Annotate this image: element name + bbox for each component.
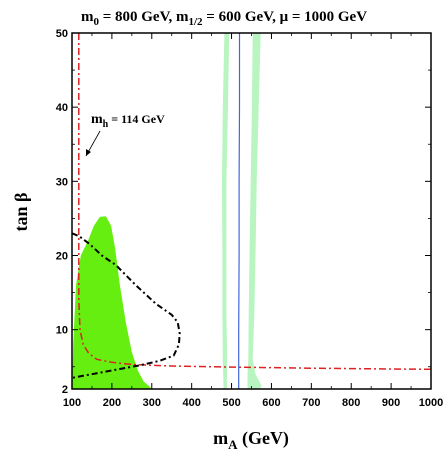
x-tick-label: 100	[63, 397, 81, 409]
plot-content	[72, 33, 431, 389]
x-tick-label: 400	[182, 397, 200, 409]
y-tick-label: 40	[56, 102, 68, 114]
bright-green-region	[72, 216, 152, 389]
x-tick-label: 600	[262, 397, 280, 409]
x-tick-label: 700	[302, 397, 320, 409]
y-tick-label: 20	[56, 251, 68, 263]
x-tick-label: 900	[382, 397, 400, 409]
mh-annotation: mh = 114 GeV	[85, 112, 165, 157]
mh-annotation-sub: h	[103, 119, 109, 130]
x-axis-title-main: m	[213, 428, 228, 448]
chart-title-p3: = 600 GeV, μ = 1000 GeV	[203, 9, 368, 25]
y-axis-title: tan β	[11, 193, 31, 232]
mh-annotation-arrowhead	[86, 149, 91, 156]
chart-title-p2sub: 1/2	[188, 16, 203, 28]
x-tick-label: 300	[143, 397, 161, 409]
x-axis-title-sub: A	[228, 437, 238, 452]
chart-title-p2: = 800 GeV, m	[99, 9, 189, 25]
x-tick-label: 800	[342, 397, 360, 409]
y-tick-label: 2	[62, 384, 68, 396]
y-tick-label: 50	[56, 28, 68, 40]
chart-title-p1: m	[81, 9, 94, 25]
x-tick-label: 1000	[419, 397, 443, 409]
pale-green-band-left	[222, 33, 230, 389]
blue-line	[238, 33, 241, 389]
y-tick-label: 30	[56, 176, 68, 188]
mh-annotation-rest: = 114 GeV	[108, 112, 165, 126]
chart-title: m0 = 800 GeV, m1/2 = 600 GeV, μ = 1000 G…	[81, 9, 367, 28]
mh-annotation-label: mh = 114 GeV	[91, 112, 165, 130]
x-tick-label: 500	[222, 397, 240, 409]
pale-green-band-right	[247, 33, 262, 389]
mh-contour-red	[78, 33, 431, 371]
x-axis-title-rest: (GeV)	[237, 428, 288, 449]
x-tick-label: 200	[103, 397, 121, 409]
x-axis-title: mA (GeV)	[213, 428, 289, 452]
chart-title-p1sub: 0	[93, 16, 99, 28]
mh-annotation-main: m	[91, 112, 103, 127]
axis-ticks: 100 200 300 400 500 600 700 800 900 1000 2 10 20 30 40…	[56, 28, 443, 409]
black-contour	[72, 232, 181, 379]
y-tick-label: 10	[56, 325, 68, 337]
